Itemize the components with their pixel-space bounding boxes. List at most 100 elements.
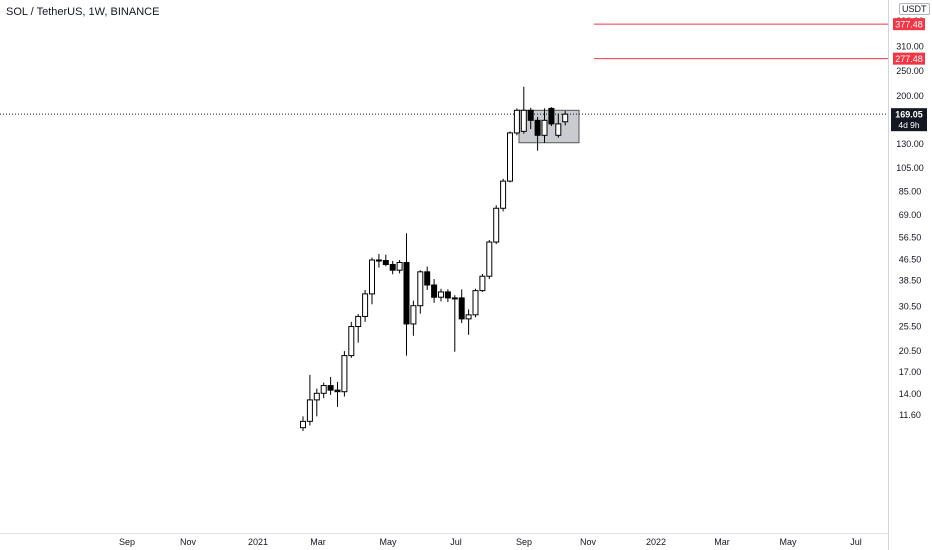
candle[interactable] [382, 254, 389, 267]
candle-body-up [513, 109, 520, 134]
candle-body-down [548, 107, 555, 125]
candle[interactable] [306, 374, 313, 426]
candle[interactable] [562, 110, 569, 126]
candle[interactable] [424, 266, 431, 290]
price-tick-label: 105.00 [896, 163, 924, 173]
candle-body-up [396, 261, 403, 271]
candle-body-up [486, 241, 493, 277]
candle-body-up [500, 180, 507, 209]
candle[interactable] [444, 289, 451, 303]
candle[interactable] [451, 295, 458, 352]
candle-body-down [375, 259, 382, 262]
candle-body-down [534, 119, 541, 136]
candle[interactable] [362, 289, 369, 322]
candle[interactable] [300, 416, 306, 431]
candle[interactable] [548, 107, 555, 127]
candle-body-up [562, 113, 569, 123]
candle[interactable] [320, 382, 327, 399]
price-tick-label: 14.00 [899, 389, 922, 399]
candle-body-up [417, 271, 424, 307]
price-label-badge-text: 277.48 [895, 54, 923, 64]
price-tick-label: 25.50 [899, 322, 922, 332]
candle[interactable] [541, 108, 548, 143]
candle[interactable] [479, 274, 486, 292]
candle-body-up [348, 326, 355, 357]
candle[interactable] [410, 300, 417, 336]
candle-body-down [334, 389, 341, 393]
candle[interactable] [375, 254, 382, 268]
time-tick-label: Jul [450, 537, 462, 547]
candle[interactable] [327, 376, 334, 395]
candle[interactable] [472, 288, 479, 318]
candle[interactable] [527, 107, 534, 130]
candle-body-up [555, 123, 562, 136]
candle[interactable] [438, 288, 444, 302]
candle[interactable] [369, 257, 375, 305]
last-price-badge [891, 108, 927, 132]
candle-body-up [306, 399, 313, 422]
candle-body-down [382, 259, 389, 265]
candle-body-up [465, 314, 472, 320]
time-tick-label: 2021 [248, 537, 268, 547]
price-tick-label: 310.00 [896, 42, 924, 52]
candle[interactable] [493, 205, 500, 245]
price-tick-label: 250.00 [896, 66, 924, 76]
candle-body-down [444, 291, 451, 299]
candle[interactable] [431, 279, 438, 303]
candle[interactable] [555, 113, 562, 138]
price-tick-label: 30.50 [899, 302, 922, 312]
candle-body-down [424, 271, 431, 286]
price-label-badge-text: 377.48 [895, 20, 923, 30]
candle-body-up [451, 297, 458, 300]
time-tick-label: Nov [180, 537, 197, 547]
candle-body-down [403, 261, 410, 325]
candle-body-up [313, 392, 320, 401]
price-tick-label: 46.50 [899, 254, 922, 264]
candle[interactable] [313, 388, 320, 417]
candle[interactable] [500, 178, 507, 212]
price-label-badge [893, 18, 925, 31]
currency-button[interactable]: USDT [899, 3, 930, 15]
symbol-title: SOL / TetherUS, 1W, BINANCE [6, 6, 160, 18]
candle-body-up [410, 305, 417, 325]
price-tick-label: 11.60 [899, 410, 921, 420]
time-tick-label: Mar [310, 537, 326, 547]
time-tick-label: May [379, 537, 397, 547]
candle[interactable] [534, 116, 541, 151]
candle[interactable] [486, 239, 493, 280]
candle-body-up [520, 109, 527, 132]
price-tick-label: 38.50 [899, 275, 922, 285]
price-label-badge [893, 52, 925, 65]
candle-body-down [327, 385, 334, 391]
candle-body-down [389, 263, 396, 271]
candle-body-down [527, 109, 534, 121]
candle[interactable] [396, 260, 403, 274]
candle[interactable] [465, 309, 472, 335]
time-tick-label: May [779, 537, 797, 547]
price-tick-label: 130.00 [896, 139, 924, 149]
candle-body-up [341, 355, 348, 393]
candle-body-up [355, 315, 362, 328]
candle[interactable] [403, 233, 410, 356]
time-tick-label: Sep [119, 537, 135, 547]
candle-body-up [362, 293, 369, 317]
candle[interactable] [417, 270, 424, 314]
candle[interactable] [355, 314, 362, 343]
candle[interactable] [520, 86, 527, 134]
candle[interactable] [348, 321, 355, 358]
candle[interactable] [341, 351, 348, 397]
candle-body-up [369, 259, 375, 295]
bar-countdown: 4d 9h [898, 120, 920, 130]
time-tick-label: 2022 [646, 537, 666, 547]
price-tick-label: 56.50 [899, 232, 922, 242]
candle-body-down [431, 284, 438, 298]
candle[interactable] [513, 108, 520, 136]
candle[interactable] [334, 381, 341, 407]
candle[interactable] [389, 260, 396, 275]
candle-body-up [493, 207, 500, 243]
candle[interactable] [458, 289, 465, 324]
candle[interactable] [507, 131, 513, 183]
price-tick-label: 17.00 [899, 367, 922, 377]
time-axis-separator [0, 533, 888, 534]
